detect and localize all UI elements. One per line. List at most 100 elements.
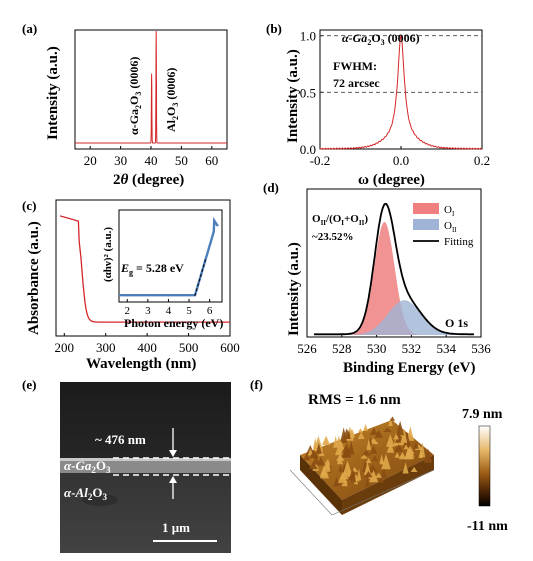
afm-peak	[303, 452, 311, 461]
afm-peak	[333, 476, 341, 487]
afm-peak	[312, 454, 320, 465]
afm-peak	[349, 428, 355, 439]
afm-peak	[375, 472, 383, 478]
afm-peak	[386, 442, 395, 453]
y-tick-label-b: 1.0	[300, 29, 316, 44]
afm-peak	[413, 441, 419, 449]
afm-peak	[364, 461, 371, 476]
y-axis-label-a: Intensity (a.u.)	[45, 46, 61, 140]
plot-frame-d	[306, 188, 482, 338]
afm-peak	[326, 458, 331, 472]
x-tick-label-a: 60	[205, 153, 218, 168]
afm-peak	[382, 427, 392, 432]
afm-peak	[410, 466, 418, 472]
afm-peak	[369, 427, 379, 435]
x-tick-label-b: -0.2	[310, 153, 331, 168]
afm-peak	[423, 448, 433, 463]
afm-peak	[340, 427, 348, 443]
x-axis-label-b: ω (degree)	[358, 172, 425, 188]
y-axis-label-c: Absorbance (a.u.)	[26, 221, 42, 335]
afm-peak	[394, 452, 400, 458]
bandgap-label: Eg = 5.28 eV	[120, 261, 184, 277]
fitting-curve	[314, 202, 474, 336]
afm-rms-label: RMS = 1.6 nm	[308, 392, 401, 408]
panel-f: (f) RMS = 1.6 nm 7.9 nm -11 nm	[250, 377, 508, 534]
x-tick-label-c: 200	[55, 340, 75, 355]
ratio-formula: OII/(OI+OII)	[312, 213, 368, 227]
afm-peak	[379, 454, 384, 465]
o1-component-area	[314, 221, 474, 335]
afm-peak	[342, 460, 353, 476]
legend-swatch-o1	[413, 203, 439, 214]
x-tick-label-d: 528	[332, 341, 352, 356]
x-tick-label-d: 530	[367, 341, 387, 356]
x-tick-label-a: 40	[145, 153, 158, 168]
panel-label-e: (e)	[22, 377, 36, 392]
y-tick-label-b: 0.5	[300, 85, 316, 100]
tauc-linear-fit	[194, 259, 206, 297]
x-tick-label-d: 534	[436, 341, 456, 356]
panel-label-b: (b)	[266, 21, 282, 36]
afm-peak	[374, 429, 383, 438]
inset-x-tick-label: 4	[166, 305, 172, 317]
afm-peak	[321, 435, 331, 446]
afm-peak	[364, 471, 373, 478]
x-tick-label-b: 0.2	[474, 153, 490, 168]
x-tick-label-a: 50	[175, 153, 188, 168]
afm-peak	[396, 420, 405, 436]
inset-x-label: Photon energy (eV)	[124, 316, 223, 330]
afm-peak	[393, 432, 399, 440]
x-tick-label-b: 0.0	[393, 153, 409, 168]
afm-peak	[361, 450, 371, 456]
y-axis-label-d: Intensity (a.u.)	[286, 242, 302, 336]
afm-peak	[419, 442, 426, 458]
ga2o3-film-layer	[60, 458, 231, 473]
xrd-curve	[75, 30, 227, 144]
x-tick-label-c: 300	[96, 340, 116, 355]
tauc-curve	[119, 216, 219, 297]
inset-x-tick-label: 3	[145, 305, 151, 317]
x-tick-label-d: 532	[402, 341, 422, 356]
afm-peak	[366, 438, 372, 450]
rocking-curve-title: α-Ga2O3 (0006)	[342, 31, 420, 47]
afm-peak	[319, 467, 328, 477]
x-axis-label-d: Binding Energy (eV)	[343, 360, 476, 376]
afm-peak	[394, 432, 404, 443]
x-tick-label-a: 20	[84, 153, 97, 168]
x-tick-label-c: 600	[220, 340, 240, 355]
afm-peak	[315, 442, 322, 454]
y-axis-label-b: Intensity (a.u.)	[285, 49, 301, 143]
x-ticks-a: 20 30 40 50 60	[84, 146, 218, 168]
scale-bar-label: 1 μm	[162, 520, 190, 535]
afm-y-axis	[331, 469, 435, 516]
afm-peak	[308, 461, 318, 470]
afm-peak	[403, 444, 409, 450]
legend-d: OI OII Fitting	[413, 203, 474, 248]
afm-peak	[336, 454, 345, 461]
afm-peak	[358, 428, 364, 433]
afm-peak	[367, 464, 378, 473]
x-tick-label-d: 536	[471, 341, 491, 356]
afm-peak	[370, 445, 378, 454]
afm-peak	[342, 428, 351, 439]
panel-label-c: (c)	[22, 198, 36, 213]
panel-a: (a) 20 30 40 50 60 α-Ga2O3 (0006) Al2O3 (000…	[22, 21, 228, 188]
panel-label-d: (d)	[263, 180, 279, 195]
plot-frame-c	[55, 199, 231, 337]
afm-peak	[356, 468, 362, 481]
afm-peak	[394, 444, 403, 452]
afm-peak	[389, 416, 396, 421]
afm-peak	[377, 476, 385, 483]
afm-peak	[364, 476, 370, 488]
afm-peak	[380, 466, 388, 479]
afm-peak	[338, 440, 344, 449]
afm-peak	[363, 423, 368, 431]
afm-peak	[403, 431, 411, 448]
inset-frame	[118, 209, 223, 303]
peak-label-al2o3: Al2O3 (0006)	[164, 68, 180, 132]
afm-color-bar	[478, 425, 491, 507]
afm-peak	[333, 435, 339, 448]
inset-x-tick-label: 2	[124, 305, 130, 317]
panel-b: (b) -0.2 0.0 0.20.00.51.0 α-Ga2O3 (0006) F…	[266, 21, 490, 188]
